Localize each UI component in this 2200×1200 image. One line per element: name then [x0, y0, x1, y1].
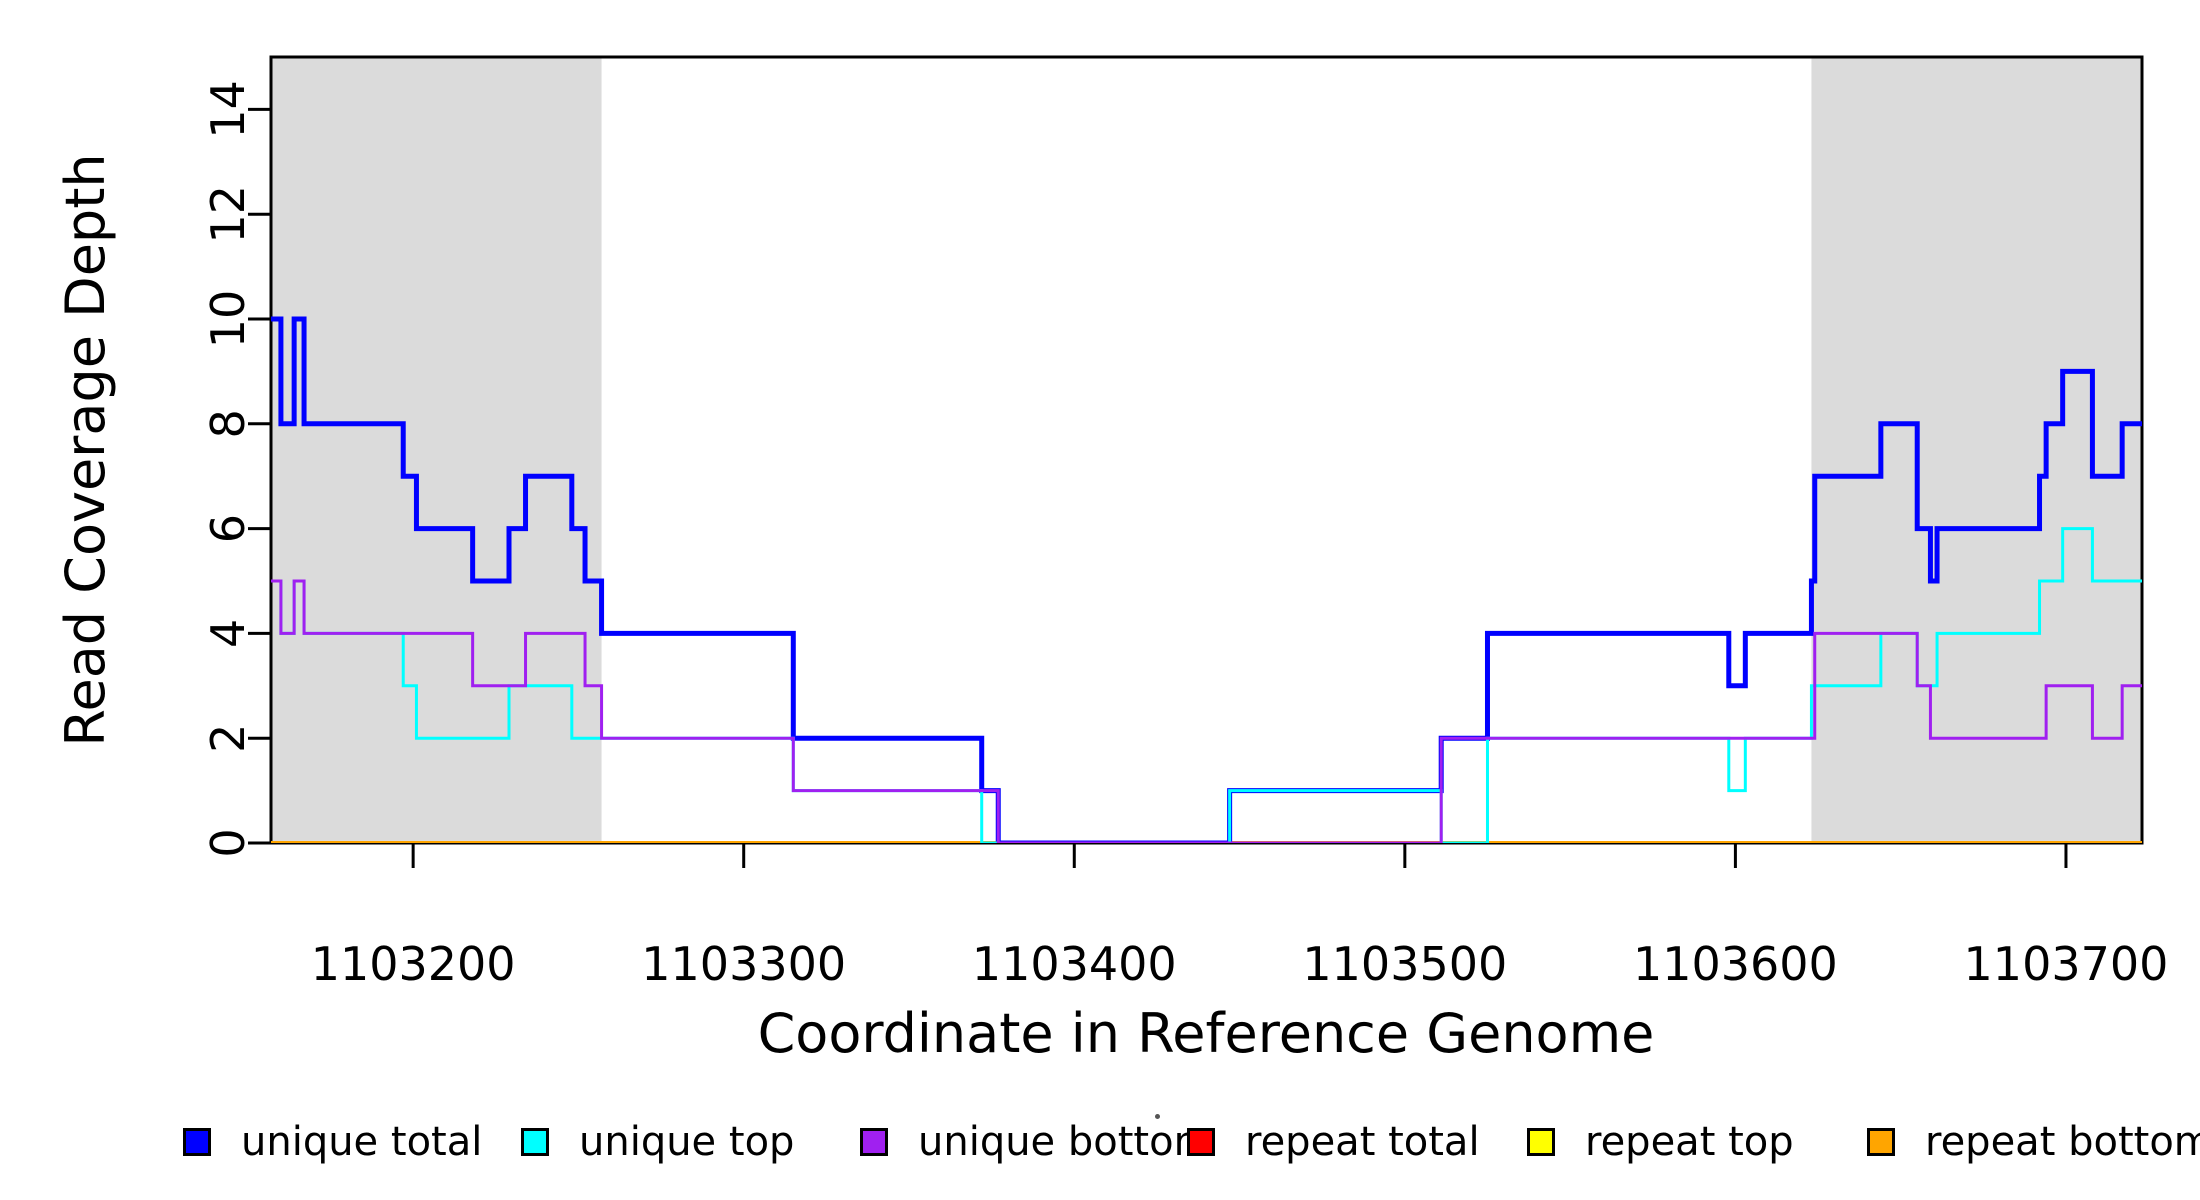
y-tick-label: 14: [201, 80, 255, 139]
x-tick-label: 1103600: [1633, 937, 1838, 991]
y-tick-label: 2: [201, 724, 255, 753]
y-tick-label: 10: [201, 290, 255, 349]
y-tick-label: 0: [201, 828, 255, 857]
y-axis-title: Read Coverage Depth: [54, 153, 117, 746]
x-tick-label: 1103200: [311, 937, 516, 991]
series-layer: [271, 316, 2142, 843]
y-tick-label: 8: [201, 409, 255, 438]
axis-ticks-layer: 1103200 1103300 1103400 1103500 1103600 11037…: [201, 80, 2168, 991]
x-tick-label: 1103400: [972, 937, 1177, 991]
y-tick-label: 4: [201, 619, 255, 648]
repeat-region-shading: [1811, 57, 2142, 843]
stray-dot-artifact: [1155, 1114, 1160, 1119]
x-axis-title: Coordinate in Reference Genome: [758, 1002, 1655, 1065]
repeat-region-shading: [271, 57, 602, 843]
y-tick-label: 6: [201, 514, 255, 543]
x-tick-label: 1103300: [641, 937, 846, 991]
shaded-regions-layer: [271, 57, 2142, 843]
x-tick-label: 1103700: [1964, 937, 2169, 991]
x-tick-label: 1103500: [1302, 937, 1507, 991]
y-tick-label: 12: [201, 185, 255, 244]
series-line-unique-bottom: [271, 579, 2142, 843]
